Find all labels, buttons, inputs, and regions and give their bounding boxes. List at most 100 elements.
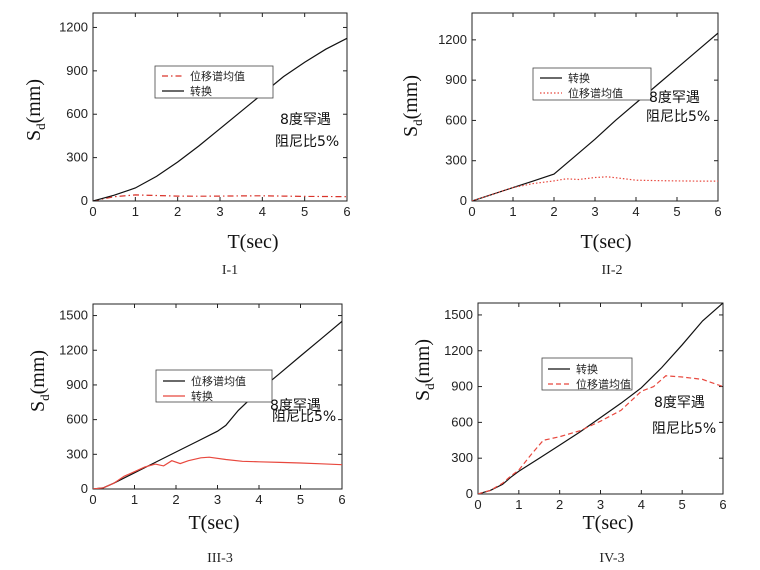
x-tick-label: 5 — [679, 497, 686, 512]
x-axis-label: T(sec) — [580, 231, 631, 253]
subplot-3: 0 1 2 3 4 5 6 0 300 600 900 1200 1500 T(sec) Sd(mm) 位移谱… — [27, 303, 346, 566]
annotation-line-1: 8度罕遇 — [649, 90, 700, 106]
x-tick-label: 0 — [468, 204, 475, 219]
legend-box — [532, 67, 652, 101]
y-tick-label: 900 — [66, 377, 88, 392]
x-tick-label: 5 — [301, 204, 308, 219]
y-label-sub: d — [410, 119, 425, 126]
legend-box — [541, 357, 633, 391]
series-line-1 — [93, 194, 347, 201]
y-label-rest: (mm) — [412, 339, 434, 383]
x-axis-label: T(sec) — [582, 512, 633, 534]
x-tick-label: 0 — [89, 204, 96, 219]
y-label-rest: (mm) — [23, 79, 45, 123]
x-tick-label: 6 — [719, 497, 726, 512]
legend-label-1: 转换 — [576, 362, 598, 376]
y-label-main: S — [412, 390, 434, 401]
x-tick-label: 2 — [550, 204, 557, 219]
series-line-2 — [472, 176, 718, 201]
legend-label-2: 转换 — [190, 84, 212, 98]
subplot-4: 0 1 2 3 4 5 6 0 300 600 900 1200 1500 T(sec) Sd(mm) 转换位… — [412, 302, 727, 566]
legend-label-2: 位移谱均值 — [568, 86, 623, 100]
y-label-main: S — [27, 401, 49, 412]
x-tick-label: 0 — [474, 497, 481, 512]
x-tick-label: 5 — [673, 204, 680, 219]
y-axis-label: Sd(mm) — [412, 339, 437, 401]
x-tick-label: 3 — [214, 492, 221, 507]
y-tick-label: 1200 — [59, 19, 88, 34]
y-tick-label: 1200 — [444, 343, 473, 358]
subplot-caption: II-2 — [602, 263, 623, 278]
subplot-2: 0 1 2 3 4 5 6 0 300 600 900 1200 T(sec) Sd(mm) 转换位移谱均值… — [400, 12, 722, 278]
y-tick-label: 1200 — [59, 342, 88, 357]
x-tick-label: 6 — [343, 204, 350, 219]
y-axis-label: Sd(mm) — [27, 350, 52, 412]
x-tick-label: 3 — [591, 204, 598, 219]
legend-label-2: 转换 — [191, 389, 213, 403]
legend-box — [154, 65, 274, 99]
series-line-1 — [478, 303, 723, 494]
y-tick-label: 900 — [451, 379, 473, 394]
x-tick-label: 6 — [338, 492, 345, 507]
y-label-main: S — [400, 126, 422, 137]
x-tick-label: 4 — [638, 497, 645, 512]
x-tick-label: 2 — [172, 492, 179, 507]
subplot-caption: I-1 — [222, 263, 238, 278]
series-line-2 — [93, 456, 342, 489]
legend-label-2: 位移谱均值 — [576, 377, 631, 391]
y-label-rest: (mm) — [400, 75, 422, 119]
annotation-line-2: 阻尼比5% — [652, 421, 716, 437]
y-tick-label: 300 — [445, 153, 467, 168]
x-tick-label: 2 — [174, 204, 181, 219]
x-tick-label: 4 — [632, 204, 639, 219]
y-tick-label: 0 — [81, 481, 88, 496]
x-tick-label: 1 — [515, 497, 522, 512]
subplot-caption: III-3 — [207, 551, 233, 566]
y-tick-label: 600 — [451, 414, 473, 429]
x-tick-label: 5 — [297, 492, 304, 507]
y-label-sub: d — [33, 123, 48, 130]
y-tick-label: 0 — [81, 193, 88, 208]
y-tick-label: 900 — [66, 63, 88, 78]
y-tick-label: 1500 — [59, 308, 88, 323]
x-tick-label: 1 — [131, 492, 138, 507]
annotation-line-2: 阻尼比5% — [646, 109, 710, 125]
plot-frame — [471, 12, 719, 202]
y-tick-label: 600 — [445, 112, 467, 127]
x-axis-label: T(sec) — [227, 231, 278, 253]
y-tick-label: 0 — [460, 193, 467, 208]
annotation-line-2: 阻尼比5% — [275, 134, 339, 150]
y-tick-label: 300 — [451, 450, 473, 465]
legend-label-1: 位移谱均值 — [190, 69, 245, 83]
y-tick-label: 1500 — [444, 307, 473, 322]
x-tick-label: 6 — [714, 204, 721, 219]
x-tick-label: 3 — [597, 497, 604, 512]
y-label-rest: (mm) — [27, 350, 49, 394]
series-line-2 — [93, 37, 347, 201]
legend-label-1: 转换 — [568, 71, 590, 85]
legend-label-1: 位移谱均值 — [191, 374, 246, 388]
y-tick-label: 1200 — [438, 32, 467, 47]
y-tick-label: 300 — [66, 446, 88, 461]
x-tick-label: 4 — [255, 492, 262, 507]
subplot-caption: IV-3 — [599, 551, 624, 566]
plot-frame — [92, 12, 348, 202]
annotation-line-1: 8度罕遇 — [280, 112, 331, 128]
y-tick-label: 0 — [466, 486, 473, 501]
x-tick-label: 1 — [132, 204, 139, 219]
x-tick-label: 4 — [259, 204, 266, 219]
x-tick-label: 2 — [556, 497, 563, 512]
annotation-line-1: 8度罕遇 — [270, 398, 321, 414]
subplot-1: 0 1 2 3 4 5 6 0 300 600 900 1200 T(sec) Sd(mm) 位移谱均值转换… — [23, 12, 351, 278]
y-label-main: S — [23, 130, 45, 141]
x-axis-label: T(sec) — [188, 512, 239, 534]
y-tick-label: 300 — [66, 150, 88, 165]
y-tick-label: 600 — [66, 106, 88, 121]
y-tick-label: 900 — [445, 72, 467, 87]
y-label-sub: d — [37, 394, 52, 401]
